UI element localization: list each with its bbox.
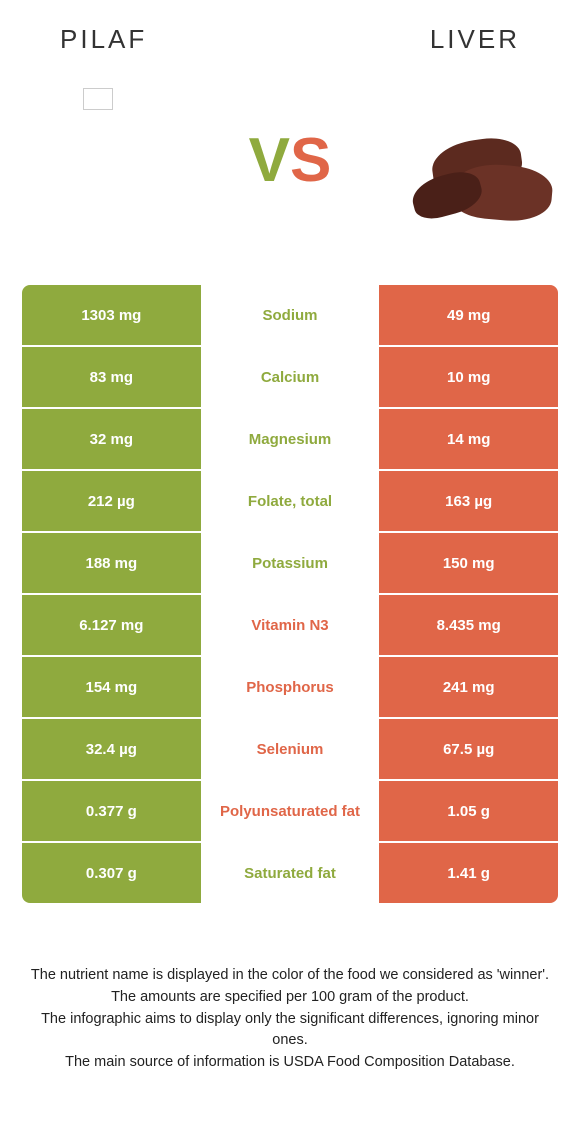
vs-label: V S bbox=[249, 125, 332, 196]
cell-nutrient-label: Phosphorus bbox=[201, 657, 380, 717]
cell-left-value: 154 mg bbox=[22, 657, 201, 717]
cell-nutrient-label: Selenium bbox=[201, 719, 380, 779]
table-row: 83 mgCalcium10 mg bbox=[22, 347, 558, 407]
table-row: 0.307 gSaturated fat1.41 g bbox=[22, 843, 558, 903]
cell-right-value: 150 mg bbox=[379, 533, 558, 593]
table-row: 32 mgMagnesium14 mg bbox=[22, 409, 558, 469]
pilaf-placeholder-icon bbox=[83, 88, 113, 110]
cell-nutrient-label: Sodium bbox=[201, 285, 380, 345]
cell-nutrient-label: Folate, total bbox=[201, 471, 380, 531]
footer-text: The nutrient name is displayed in the co… bbox=[0, 905, 580, 1074]
liver-image bbox=[392, 80, 572, 240]
cell-left-value: 0.377 g bbox=[22, 781, 201, 841]
table-row: 154 mgPhosphorus241 mg bbox=[22, 657, 558, 717]
table-row: 212 µgFolate, total163 µg bbox=[22, 471, 558, 531]
footer-line-1: The nutrient name is displayed in the co… bbox=[28, 965, 552, 987]
cell-left-value: 32.4 µg bbox=[22, 719, 201, 779]
table-row: 6.127 mgVitamin N38.435 mg bbox=[22, 595, 558, 655]
pilaf-image bbox=[8, 80, 188, 240]
images-row: V S bbox=[0, 55, 580, 285]
table-row: 188 mgPotassium150 mg bbox=[22, 533, 558, 593]
cell-right-value: 241 mg bbox=[379, 657, 558, 717]
cell-right-value: 163 µg bbox=[379, 471, 558, 531]
vs-s: S bbox=[290, 125, 331, 196]
table-row: 0.377 gPolyunsaturated fat1.05 g bbox=[22, 781, 558, 841]
cell-nutrient-label: Vitamin N3 bbox=[201, 595, 380, 655]
table-row: 1303 mgSodium49 mg bbox=[22, 285, 558, 345]
cell-right-value: 1.41 g bbox=[379, 843, 558, 903]
cell-right-value: 1.05 g bbox=[379, 781, 558, 841]
cell-nutrient-label: Saturated fat bbox=[201, 843, 380, 903]
cell-left-value: 6.127 mg bbox=[22, 595, 201, 655]
cell-nutrient-label: Polyunsaturated fat bbox=[201, 781, 380, 841]
cell-right-value: 67.5 µg bbox=[379, 719, 558, 779]
liver-icon bbox=[392, 130, 572, 250]
vs-v: V bbox=[249, 125, 290, 196]
cell-nutrient-label: Magnesium bbox=[201, 409, 380, 469]
food-title-left: PILAF bbox=[60, 24, 147, 55]
cell-right-value: 14 mg bbox=[379, 409, 558, 469]
cell-left-value: 212 µg bbox=[22, 471, 201, 531]
comparison-table: 1303 mgSodium49 mg83 mgCalcium10 mg32 mg… bbox=[0, 285, 580, 903]
cell-right-value: 10 mg bbox=[379, 347, 558, 407]
cell-nutrient-label: Calcium bbox=[201, 347, 380, 407]
cell-left-value: 1303 mg bbox=[22, 285, 201, 345]
footer-line-4: The main source of information is USDA F… bbox=[28, 1052, 552, 1074]
cell-left-value: 0.307 g bbox=[22, 843, 201, 903]
table-row: 32.4 µgSelenium67.5 µg bbox=[22, 719, 558, 779]
cell-left-value: 32 mg bbox=[22, 409, 201, 469]
footer-line-2: The amounts are specified per 100 gram o… bbox=[28, 987, 552, 1009]
cell-right-value: 8.435 mg bbox=[379, 595, 558, 655]
cell-left-value: 188 mg bbox=[22, 533, 201, 593]
cell-left-value: 83 mg bbox=[22, 347, 201, 407]
header: PILAF LIVER bbox=[0, 0, 580, 55]
cell-nutrient-label: Potassium bbox=[201, 533, 380, 593]
food-title-right: LIVER bbox=[430, 24, 520, 55]
cell-right-value: 49 mg bbox=[379, 285, 558, 345]
footer-line-3: The infographic aims to display only the… bbox=[28, 1009, 552, 1053]
